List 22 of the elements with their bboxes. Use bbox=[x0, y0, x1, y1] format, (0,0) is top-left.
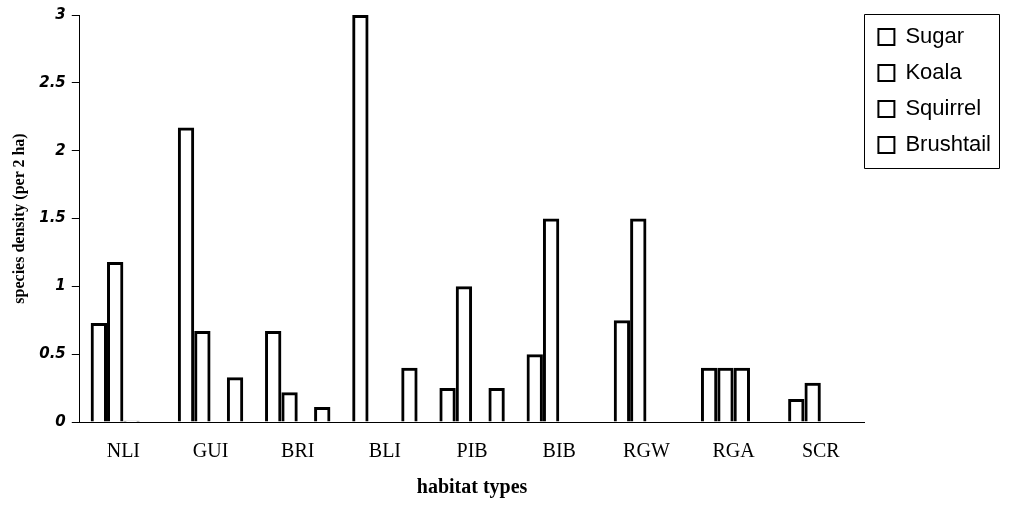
x-tick-label: RGW bbox=[623, 439, 670, 462]
x-tick-label: NLI bbox=[106, 439, 141, 462]
y-tick-label: 3 bbox=[55, 4, 66, 23]
x-tick-label: BRI bbox=[281, 439, 315, 462]
legend-label: Squirrel bbox=[905, 95, 982, 121]
legend-label: Sugar bbox=[905, 23, 965, 49]
x-tick-label: BLI bbox=[368, 439, 402, 462]
x-axis-title: habitat types bbox=[416, 475, 528, 499]
y-tick-label: 0.5 bbox=[39, 344, 66, 363]
y-tick-label: 1 bbox=[55, 276, 66, 295]
y-axis-title: species density (per 2 ha) bbox=[9, 133, 28, 304]
x-tick-label: RGA bbox=[712, 439, 756, 462]
y-tick-label: 1.5 bbox=[39, 208, 66, 227]
y-tick-label: 2.5 bbox=[39, 72, 66, 91]
x-tick-label: SCR bbox=[801, 439, 841, 462]
x-tick-label: BIB bbox=[542, 439, 576, 462]
x-tick-label: PIB bbox=[456, 439, 488, 462]
y-tick-label: 2 bbox=[55, 140, 66, 159]
legend-label: Brushtail bbox=[905, 131, 991, 157]
x-tick-label: GUI bbox=[192, 439, 229, 462]
y-tick-label: 0 bbox=[55, 411, 66, 430]
legend-label: Koala bbox=[905, 59, 963, 85]
